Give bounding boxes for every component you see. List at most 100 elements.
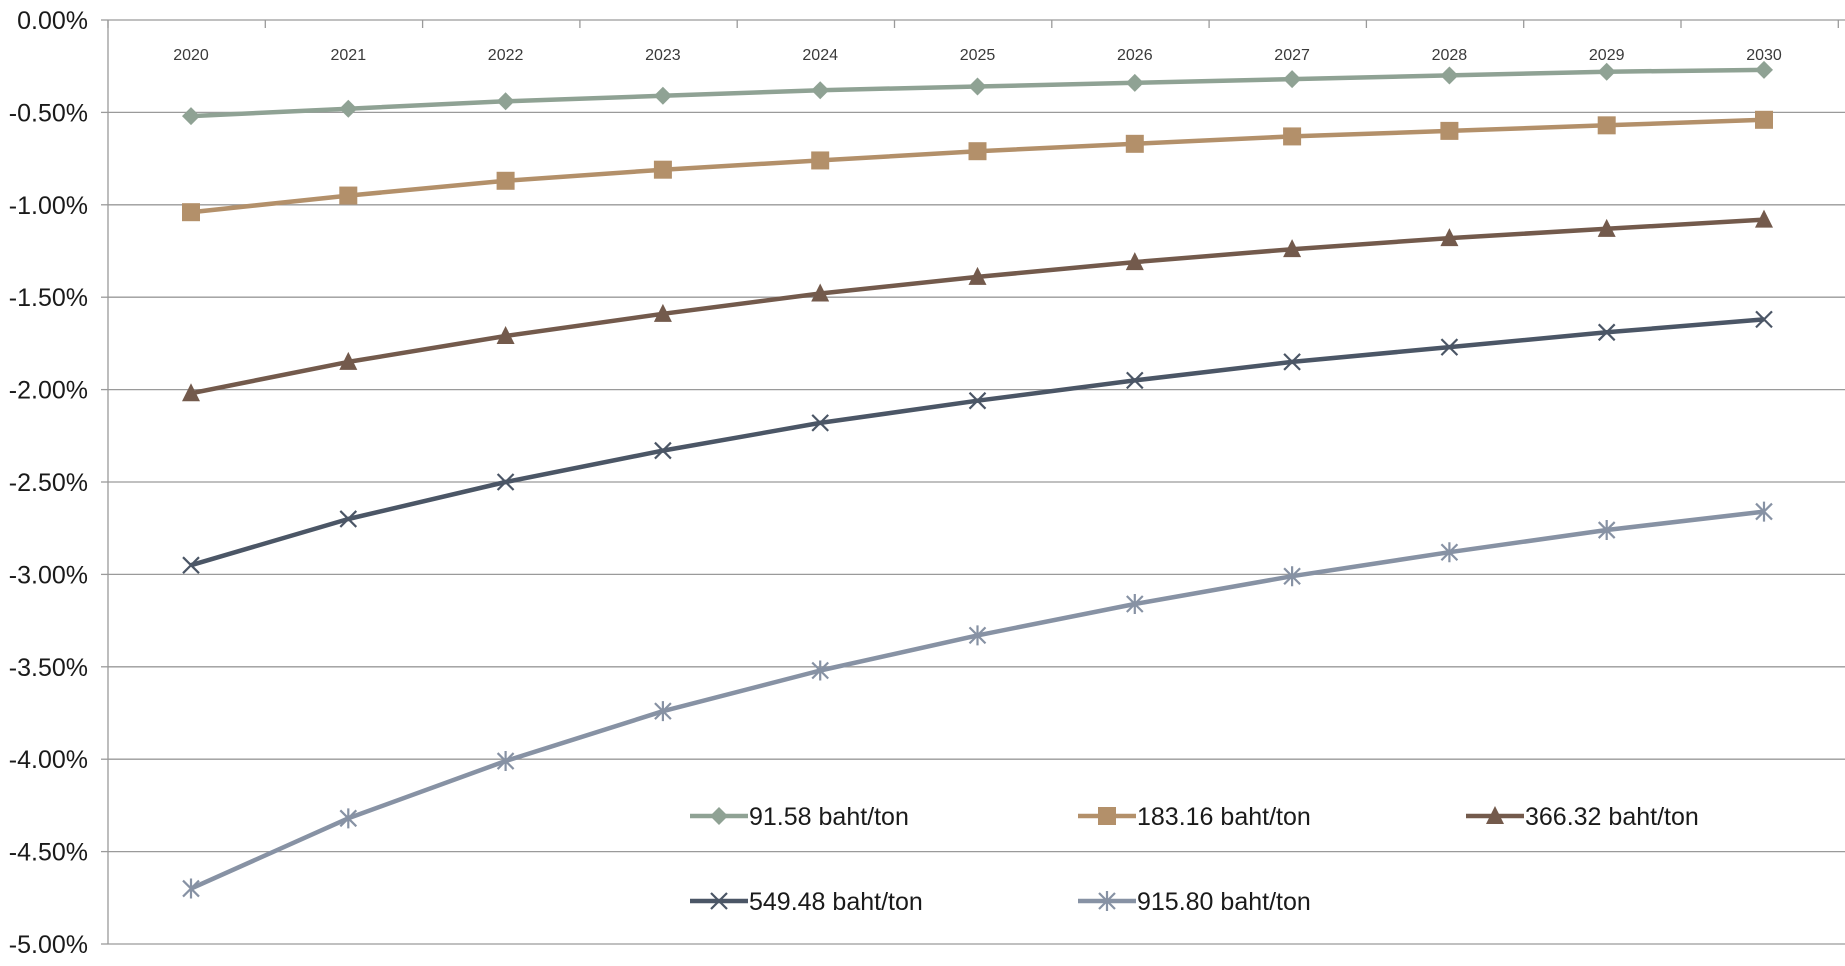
y-tick-label: -1.00% [9, 192, 88, 220]
data-point [653, 86, 672, 105]
x-tick-label: 2025 [960, 47, 996, 64]
series-line [190, 317, 1765, 568]
x-tick-label: 2026 [1117, 47, 1153, 64]
data-point [1597, 116, 1616, 135]
data-point [653, 303, 672, 322]
data-point [339, 510, 358, 528]
data-point [182, 383, 200, 402]
data-point [1126, 371, 1144, 390]
data-point [653, 160, 672, 179]
legend-item: 91.58 baht/ton [690, 803, 909, 831]
y-tick-label: -3.00% [9, 561, 88, 589]
series-4 [182, 310, 1773, 574]
series-5 [182, 501, 1773, 899]
data-point [968, 266, 987, 285]
y-tick-label: -5.00% [9, 931, 88, 959]
data-point [1283, 127, 1302, 146]
legend-label: 549.48 baht/ton [749, 888, 923, 916]
x-tick-label: 2022 [488, 47, 524, 64]
legend-marker [1098, 891, 1116, 911]
y-tick-label: -4.00% [9, 746, 88, 774]
data-point [1440, 542, 1459, 563]
x-tick-label: 2021 [331, 47, 367, 64]
data-point [968, 142, 987, 161]
data-point [496, 171, 515, 190]
data-point [811, 151, 830, 170]
data-point [1125, 73, 1144, 92]
data-point [1597, 218, 1616, 237]
y-tick-label: -2.50% [9, 469, 88, 497]
data-point [1440, 338, 1459, 356]
data-point [1597, 323, 1616, 342]
data-point [1755, 110, 1773, 129]
data-point [968, 77, 987, 96]
x-tick-label: 2029 [1589, 47, 1625, 64]
legend-label: 915.80 baht/ton [1137, 888, 1311, 916]
y-tick-label: -0.50% [9, 99, 88, 127]
series-line [190, 217, 1765, 396]
x-tick-label: 2024 [802, 47, 838, 64]
data-point [1283, 353, 1301, 371]
data-point [811, 81, 830, 100]
data-point [1283, 70, 1302, 89]
data-point [1440, 121, 1459, 140]
series-line [190, 117, 1765, 215]
data-point [1126, 593, 1144, 614]
data-point [1597, 520, 1616, 541]
data-point [339, 351, 358, 370]
data-point [811, 660, 829, 681]
y-axis-tick-labels: 0.00% -0.50% -1.00% -1.50% -2.00% -2.50% -3.00… [9, 7, 88, 959]
y-tick-label: -3.50% [9, 654, 88, 682]
data-point [182, 203, 200, 222]
legend-marker [710, 807, 728, 825]
y-tick-label: -1.50% [9, 284, 88, 312]
data-point [339, 186, 358, 205]
data-point [1283, 239, 1302, 258]
data-point [1440, 228, 1459, 247]
x-tick-label: 2023 [645, 47, 681, 64]
data-point [968, 391, 987, 410]
legend-label: 183.16 baht/ton [1137, 803, 1311, 831]
data-point [1755, 60, 1773, 79]
data-point [182, 878, 200, 899]
data-point [1440, 66, 1459, 85]
data-point [1283, 566, 1301, 587]
data-point [182, 556, 200, 574]
data-point [339, 808, 358, 829]
data-point [496, 751, 515, 772]
data-point [1755, 209, 1773, 228]
series-1 [182, 60, 1773, 126]
series-line [190, 509, 1765, 891]
y-tick-label: -2.00% [9, 377, 88, 405]
legend-item: 366.32 baht/ton [1466, 803, 1699, 831]
legend-item: 183.16 baht/ton [1078, 803, 1311, 831]
data-point [496, 473, 515, 491]
data-point [496, 326, 515, 345]
data-point [654, 441, 672, 460]
legend-marker [1486, 806, 1504, 824]
legend-marker [1098, 807, 1116, 825]
legend-item: 915.80 baht/ton [1078, 888, 1311, 916]
legend-item: 549.48 baht/ton [690, 888, 923, 916]
data-point [1597, 62, 1616, 81]
legend-label: 91.58 baht/ton [749, 803, 909, 831]
data-point [1125, 252, 1144, 271]
data-point [811, 414, 829, 432]
x-axis-tick-labels: 2020 2021 2022 2023 2024 2025 2026 2027 2028 2029… [173, 47, 1782, 64]
data-point [1125, 134, 1144, 153]
y-tick-label: 0.00% [17, 7, 88, 35]
legend-marker [710, 892, 728, 910]
data-point [182, 107, 200, 126]
data-point [496, 92, 515, 111]
data-point [1755, 310, 1773, 329]
data-point [811, 283, 830, 302]
x-tick-label: 2028 [1432, 47, 1468, 64]
y-tick-label: -4.50% [9, 839, 88, 867]
x-tick-label: 2027 [1274, 47, 1310, 64]
gridlines [101, 19, 1845, 945]
data-point [968, 625, 987, 646]
data-point [654, 701, 672, 722]
x-tick-label: 2020 [173, 47, 209, 64]
series-3 [182, 209, 1773, 402]
